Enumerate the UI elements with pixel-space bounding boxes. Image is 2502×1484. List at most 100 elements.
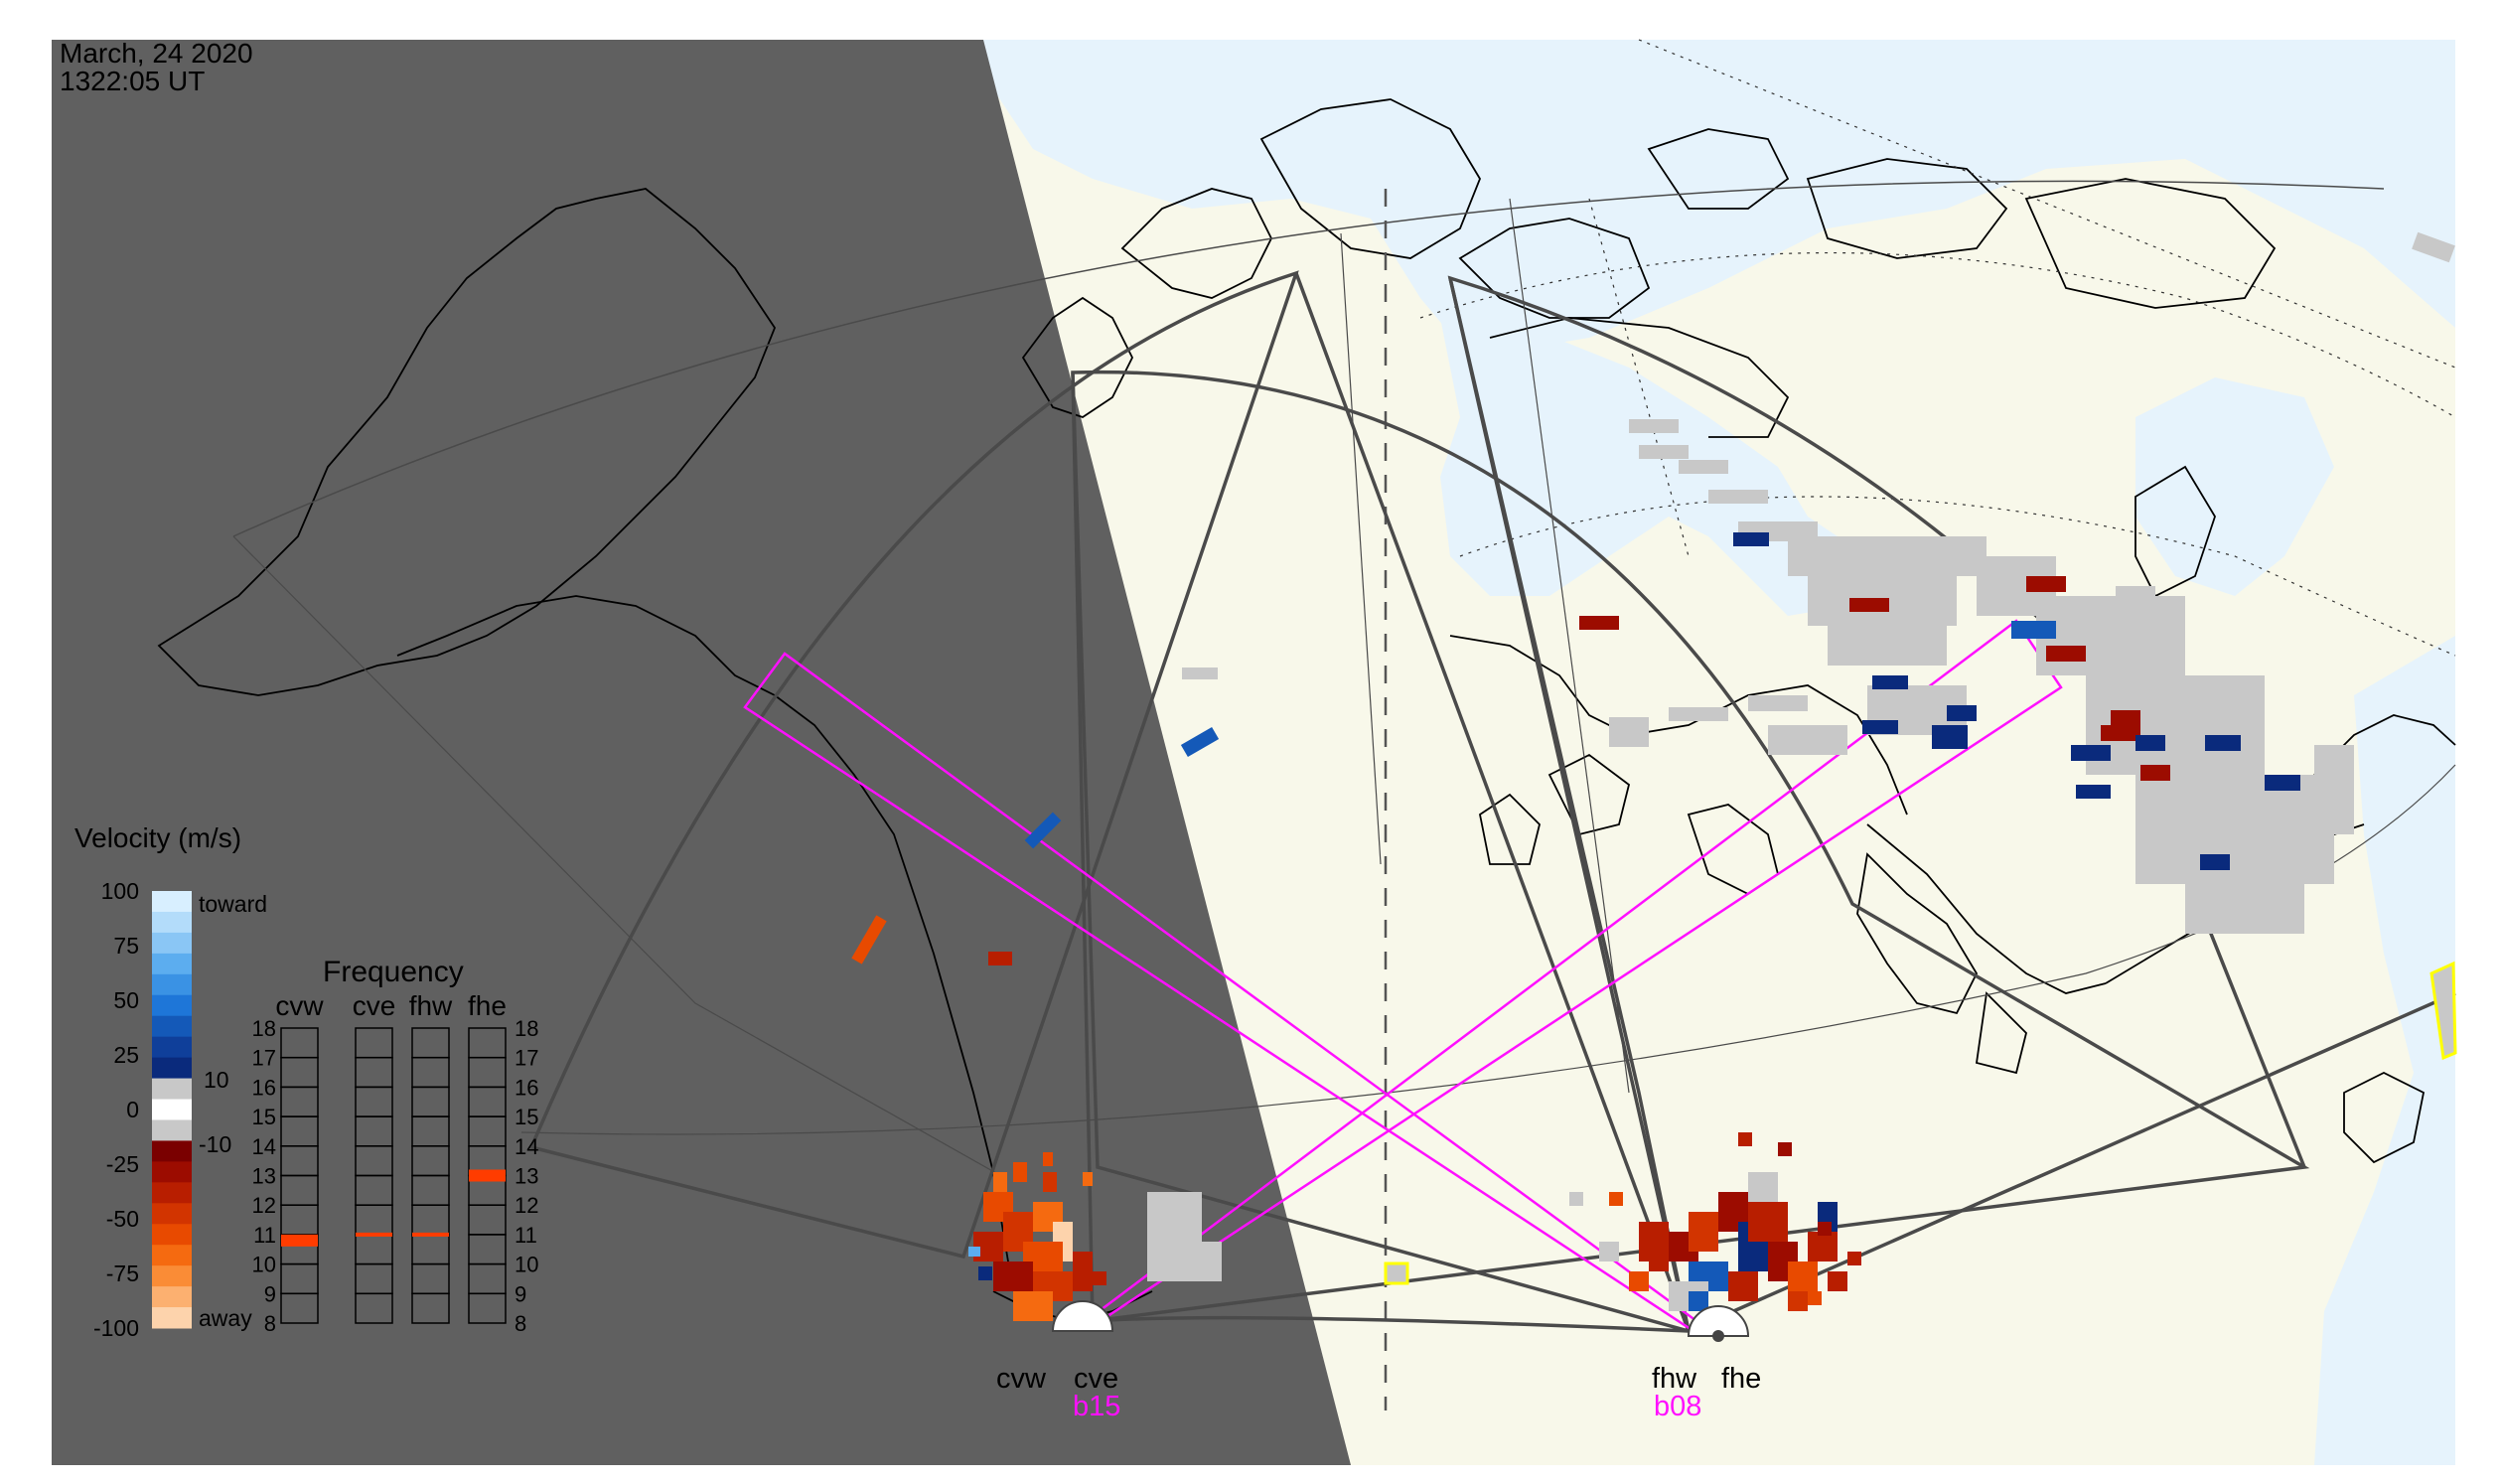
velocity-color-step	[152, 1286, 192, 1308]
night-terminator	[52, 40, 1351, 1465]
arctic-ocean	[983, 40, 2455, 358]
velocity-gs-upper: 10	[204, 1067, 229, 1093]
radar-site-cv	[1051, 1300, 1114, 1332]
velocity-color-step	[152, 1078, 192, 1101]
frequency-column-label: cvw	[275, 990, 324, 1021]
atlantic-ocean	[2314, 636, 2455, 1465]
frequency-tick-label: 12	[515, 1193, 538, 1218]
frequency-cell	[355, 1292, 393, 1324]
fan-cv	[968, 1152, 1106, 1321]
velocity-tick-label: -75	[106, 1261, 139, 1286]
label-b08: b08	[1654, 1391, 1701, 1422]
frequency-tick-label: 15	[515, 1105, 538, 1129]
frequency-legend: Frequency cvw cve fhw fhe 18 18 17 17 16 16 15 15 14…	[252, 956, 539, 1336]
velocity-color-step	[152, 1224, 192, 1246]
velocity-color-step	[152, 973, 192, 996]
frequency-tick-label: 16	[515, 1075, 538, 1100]
velocity-color-step	[152, 953, 192, 975]
frequency-tick-label: 11	[515, 1223, 537, 1248]
velocity-tick-label: 25	[113, 1042, 139, 1068]
velocity-tick-label: -100	[93, 1315, 139, 1341]
frequency-value-bar	[412, 1232, 449, 1237]
geographic-grid	[232, 39, 2456, 1410]
velocity-tick-label: 0	[126, 1097, 139, 1122]
velocity-color-step	[152, 1203, 192, 1225]
fov-fhw	[1071, 371, 1690, 1333]
velocity-color-step	[152, 1140, 192, 1162]
frequency-column-label: fhw	[409, 990, 453, 1021]
velocity-tick-label: 50	[113, 987, 139, 1013]
frequency-tick-label: 18	[252, 1016, 276, 1041]
velocity-color-step	[152, 1057, 192, 1080]
frequency-value-bar	[356, 1232, 392, 1237]
frequency-value-bar	[469, 1169, 506, 1182]
frequency-legend-title: Frequency	[323, 956, 464, 988]
velocity-color-step	[152, 1182, 192, 1204]
radar-sites	[1051, 1300, 1750, 1342]
timestamp: March, 24 2020 1322:05 UT	[60, 38, 253, 96]
label-fhe: fhe	[1721, 1363, 1761, 1395]
label-cvw: cvw	[996, 1363, 1047, 1395]
velocity-color-step	[152, 994, 192, 1017]
timestamp-time: 1322:05 UT	[60, 66, 205, 96]
velocity-away-label: away	[199, 1305, 252, 1331]
frequency-tick-label: 15	[252, 1105, 276, 1129]
radar-labels: cvw cve b15 fhw fhe b08	[996, 1363, 1761, 1422]
frequency-cell	[468, 1292, 507, 1324]
velocity-tick-label: -25	[106, 1151, 139, 1177]
velocity-color-step	[152, 1161, 192, 1183]
frequency-tick-label: 8	[515, 1311, 526, 1336]
velocity-tick-label: -50	[106, 1206, 139, 1232]
flagged-cells	[1384, 961, 2457, 1285]
velocity-legend-title: Velocity (m/s)	[74, 822, 241, 853]
frequency-tick-label: 13	[252, 1164, 276, 1189]
frequency-tick-label: 14	[515, 1134, 538, 1159]
velocity-colorbar	[152, 891, 192, 1329]
velocity-color-step	[152, 1245, 192, 1266]
frequency-tick-label: 11	[253, 1223, 276, 1248]
velocity-scatter	[851, 532, 2300, 965]
frequency-cell	[280, 1292, 319, 1324]
baffin-bay	[2135, 377, 2334, 596]
velocity-gs-lower: -10	[199, 1131, 231, 1157]
frequency-tick-label: 17	[252, 1046, 276, 1071]
frequency-tick-label: 8	[264, 1311, 276, 1336]
fan-fh	[1569, 1132, 1861, 1325]
frequency-value-bar	[281, 1234, 318, 1247]
timestamp-date: March, 24 2020	[60, 38, 253, 69]
frequency-tick-label: 9	[515, 1281, 526, 1306]
fov-cvw	[528, 270, 1299, 1260]
velocity-tick-label: 75	[113, 933, 139, 959]
velocity-color-step	[152, 1099, 192, 1120]
ground-scatter	[1147, 231, 2455, 1281]
velocity-color-step	[152, 1036, 192, 1059]
frequency-tick-label: 16	[252, 1075, 276, 1100]
frequency-tick-label: 12	[252, 1193, 276, 1218]
frequency-column-label: fhe	[468, 990, 507, 1021]
frequency-tick-label: 9	[264, 1281, 276, 1306]
frequency-tick-label: 14	[252, 1134, 276, 1159]
frequency-tick-label: 13	[515, 1164, 538, 1189]
label-b15: b15	[1073, 1391, 1120, 1422]
frequency-tick-label: 10	[515, 1253, 538, 1277]
frequency-tick-label: 10	[252, 1253, 276, 1277]
velocity-color-step	[152, 891, 192, 913]
velocity-color-step	[152, 1119, 192, 1141]
velocity-color-step	[152, 1265, 192, 1287]
radar-site-fh	[1687, 1305, 1750, 1337]
velocity-legend: Velocity (m/s) 100 75 50 25 0 -25 -50 -75 -100 t…	[74, 822, 267, 1341]
fov-cve	[1071, 370, 2310, 1323]
frequency-tick-label: 18	[515, 1016, 538, 1041]
label-cve: cve	[1074, 1363, 1118, 1395]
frequency-tick-label: 17	[515, 1046, 538, 1071]
velocity-color-step	[152, 1307, 192, 1329]
velocity-tick-label: 100	[101, 878, 139, 904]
frequency-cell	[411, 1292, 450, 1324]
velocity-color-step	[152, 932, 192, 955]
velocity-color-step	[152, 911, 192, 934]
velocity-toward-label: toward	[199, 891, 267, 917]
velocity-color-step	[152, 1015, 192, 1038]
label-fhw: fhw	[1652, 1363, 1697, 1395]
frequency-column-label: cve	[353, 990, 396, 1021]
